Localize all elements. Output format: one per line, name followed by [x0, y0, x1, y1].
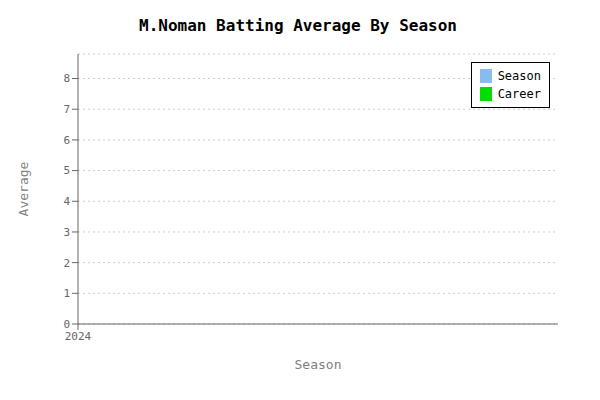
svg-text:2: 2: [63, 257, 70, 270]
html-text:Career: Career: [497, 87, 541, 101]
svg-text:Season: Season: [295, 357, 342, 372]
svg-text:3: 3: [63, 226, 70, 239]
svg-text:6: 6: [63, 134, 70, 147]
html-text:Season: Season: [497, 69, 541, 83]
svg-text:8: 8: [63, 72, 70, 85]
svg-text:5: 5: [63, 164, 70, 177]
svg-text:1: 1: [63, 287, 70, 300]
html-text:M.Noman Batting Average By Sea: M.Noman Batting Average By Season: [139, 16, 457, 35]
svg-text:4: 4: [63, 195, 70, 208]
svg-text:Average: Average: [16, 161, 31, 216]
svg-text:0: 0: [63, 318, 70, 331]
svg-text:7: 7: [63, 103, 70, 116]
svg-text:2024: 2024: [65, 330, 92, 343]
